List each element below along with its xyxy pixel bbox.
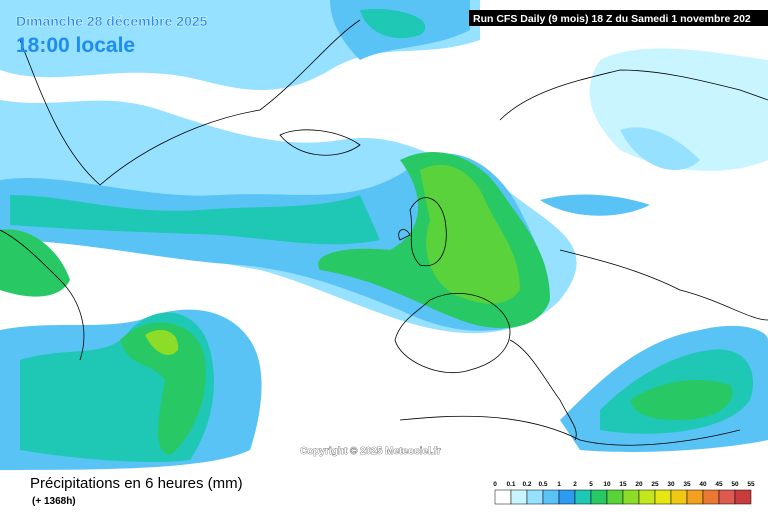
legend-swatch <box>702 489 720 505</box>
legend-swatch <box>542 489 560 505</box>
legend-swatch <box>606 489 624 505</box>
legend-label: 40 <box>699 481 707 488</box>
footer-title: Précipitations en 6 heures (mm) <box>30 475 243 492</box>
legend-swatch <box>494 489 512 505</box>
legend-label: 2 <box>573 481 577 488</box>
legend-label: 0 <box>493 481 497 488</box>
legend-label: 20 <box>635 481 643 488</box>
legend-label: 35 <box>683 481 691 488</box>
legend-swatch <box>686 489 704 505</box>
legend-swatch <box>622 489 640 505</box>
legend-swatch <box>590 489 608 505</box>
legend-label: 0.2 <box>522 481 531 488</box>
footer-lead: (+ 1368h) <box>32 496 76 507</box>
legend-label: 45 <box>715 481 723 488</box>
legend-label: 5 <box>589 481 593 488</box>
legend-swatch <box>670 489 688 505</box>
legend: 0 0.1 0.2 0.5 1 2 5 10 15 20 25 30 35 40 45 50 55 <box>493 481 755 505</box>
run-box <box>469 10 768 26</box>
legend-label: 25 <box>651 481 659 488</box>
legend-label: 50 <box>731 481 739 488</box>
run-info: Run CFS Daily (9 mois) 18 Z du Samedi 1 … <box>473 13 751 25</box>
legend-label: 0.5 <box>538 481 547 488</box>
legend-swatch <box>510 489 528 505</box>
legend-label: 0.1 <box>506 481 515 488</box>
legend-swatch <box>526 489 544 505</box>
legend-swatch <box>638 489 656 505</box>
legend-label: 10 <box>603 481 611 488</box>
legend-label: 15 <box>619 481 627 488</box>
legend-label: 1 <box>557 481 561 488</box>
legend-swatch <box>718 489 736 505</box>
legend-swatch <box>734 489 752 505</box>
copyright: Copyright © 2025 Meteociel.fr <box>300 446 441 457</box>
legend-label: 55 <box>747 481 755 488</box>
time: 18:00 locale <box>16 34 135 57</box>
date: Dimanche 28 décembre 2025 <box>16 13 208 29</box>
header: Dimanche 28 décembre 2025 18:00 locale R… <box>16 10 768 457</box>
legend-swatch <box>654 489 672 505</box>
legend-label: 30 <box>667 481 675 488</box>
legend-swatch <box>558 489 576 505</box>
precip-field <box>0 0 768 470</box>
coastlines <box>0 19 768 446</box>
legend-swatch <box>574 489 592 505</box>
